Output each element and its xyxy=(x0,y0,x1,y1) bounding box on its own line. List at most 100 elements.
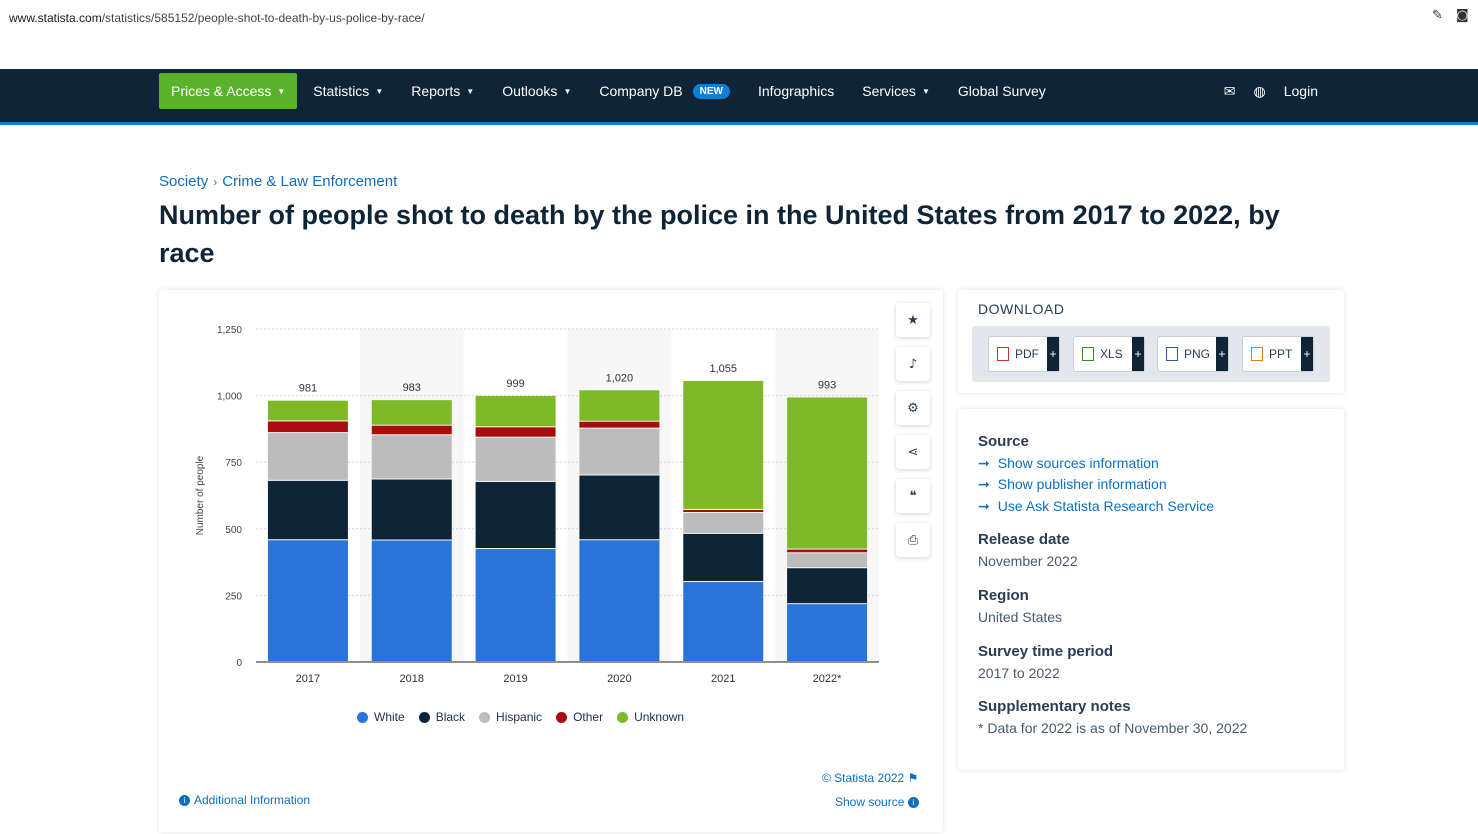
url-text[interactable]: www.statista.com/statistics/585152/peopl… xyxy=(9,11,425,25)
download-xls-button[interactable]: XLS + xyxy=(1073,336,1145,372)
legend-dot xyxy=(357,711,368,723)
bar-segment-unknown xyxy=(475,395,556,427)
caret-down-icon: ▼ xyxy=(375,86,384,96)
release-date-value: November 2022 xyxy=(978,553,1078,569)
nav-global-survey[interactable]: Global Survey xyxy=(958,73,1046,109)
total-data-label: 999 xyxy=(506,378,524,390)
link-text: Use Ask Statista Research Service xyxy=(997,498,1215,514)
nav-statistics[interactable]: Statistics ▼ xyxy=(313,73,383,109)
show-sources-link[interactable]: ➞ Show sources information xyxy=(978,455,1159,472)
plus-icon: + xyxy=(1216,337,1228,371)
mail-icon[interactable]: ✉ xyxy=(1223,82,1236,99)
share-icon: ⋖ xyxy=(907,444,919,460)
legend-label: Black xyxy=(435,710,466,724)
legend-label: Unknown xyxy=(634,710,685,724)
bar-segment-other xyxy=(475,427,556,437)
additional-information-link[interactable]: i Additional Information xyxy=(179,793,310,807)
xls-file-icon xyxy=(1082,347,1094,361)
bell-icon: ♪ xyxy=(908,356,918,372)
bar-segment-hispanic xyxy=(267,433,348,480)
download-png-button[interactable]: PNG + xyxy=(1157,336,1229,372)
bar-segment-hispanic xyxy=(371,435,452,479)
bar-segment-unknown xyxy=(579,390,660,421)
bar-segment-unknown xyxy=(267,400,348,421)
y-tick-label: 1,250 xyxy=(217,325,242,336)
bar-segment-hispanic xyxy=(787,553,868,568)
legend-label: Other xyxy=(573,710,604,724)
download-card: DOWNLOAD PDF + XLS + PNG + PPT + xyxy=(958,290,1344,393)
plus-icon: + xyxy=(1132,337,1144,371)
notification-button[interactable]: ♪ xyxy=(896,347,930,381)
download-bar: PDF + XLS + PNG + PPT + xyxy=(972,326,1330,382)
chart-legend: White Black Hispanic Other Unknown xyxy=(357,710,684,724)
bar-segment-black xyxy=(579,475,660,540)
legend-item-unknown[interactable]: Unknown xyxy=(617,710,684,724)
x-tick-label: 2020 xyxy=(607,673,631,685)
url-path: /statistics/585152/people-shot-to-death-… xyxy=(101,11,425,25)
nav-label: Statistics xyxy=(313,83,370,99)
ask-statista-link[interactable]: ➞ Use Ask Statista Research Service xyxy=(978,498,1214,515)
legend-label: Hispanic xyxy=(496,710,543,724)
png-file-icon xyxy=(1166,347,1178,361)
nav-prices-access[interactable]: Prices & Access ▼ xyxy=(159,73,298,109)
bar-segment-white xyxy=(787,604,868,661)
bar-segment-hispanic xyxy=(475,437,556,481)
camera-icon[interactable]: ◙ xyxy=(1456,8,1469,23)
gear-icon: ⚙ xyxy=(907,400,919,416)
legend-dot xyxy=(418,711,430,723)
nav-company-db[interactable]: Company DB NEW xyxy=(599,73,730,109)
supplementary-notes-value: * Data for 2022 is as of November 30, 20… xyxy=(978,720,1248,736)
y-axis-label: Number of people xyxy=(195,455,206,535)
share-button[interactable]: ⋖ xyxy=(896,435,930,469)
quote-icon: ❝ xyxy=(909,488,917,504)
login-link[interactable]: Login xyxy=(1283,83,1318,99)
arrow-right-icon: ➞ xyxy=(978,498,990,514)
nav-label: Reports xyxy=(411,83,461,99)
total-data-label: 1,055 xyxy=(709,363,737,375)
edit-icon[interactable]: ✎ xyxy=(1432,8,1443,23)
survey-period-heading: Survey time period xyxy=(978,643,1114,660)
nav-reports[interactable]: Reports ▼ xyxy=(411,73,474,109)
bar-segment-black xyxy=(371,479,452,540)
bar-segment-white xyxy=(267,540,348,661)
bar-segment-black xyxy=(787,568,868,604)
show-source-link[interactable]: Show source i xyxy=(835,795,923,809)
statistic-details-card: Source ➞ Show sources information ➞ Show p… xyxy=(958,409,1344,770)
legend-item-hispanic[interactable]: Hispanic xyxy=(479,710,542,724)
nav-infographics[interactable]: Infographics xyxy=(758,73,834,109)
download-ppt-button[interactable]: PPT + xyxy=(1242,336,1314,372)
legend-dot xyxy=(479,711,491,723)
total-data-label: 983 xyxy=(403,382,421,394)
release-date-heading: Release date xyxy=(978,531,1070,548)
supplementary-notes-heading: Supplementary notes xyxy=(978,698,1131,715)
legend-item-white[interactable]: White xyxy=(357,710,405,724)
legend-item-black[interactable]: Black xyxy=(418,710,466,724)
nav-outlooks[interactable]: Outlooks ▼ xyxy=(502,73,571,109)
print-button[interactable]: ⎙ xyxy=(896,523,930,557)
breadcrumb-crime-law[interactable]: Crime & Law Enforcement xyxy=(222,173,398,190)
ppt-file-icon xyxy=(1251,347,1263,361)
additional-info-text: Additional Information xyxy=(194,793,311,807)
settings-button[interactable]: ⚙ xyxy=(896,391,930,425)
download-pdf-button[interactable]: PDF + xyxy=(988,336,1060,372)
globe-icon[interactable]: ◍ xyxy=(1253,82,1266,99)
bar-segment-white xyxy=(579,540,660,661)
link-text: Show publisher information xyxy=(997,476,1167,492)
region-value: United States xyxy=(978,609,1063,625)
stacked-bar-chart: 0 250 500 750 1,000 1,250 Number of people 981 2… xyxy=(195,325,879,685)
bar-segment-hispanic xyxy=(579,428,660,475)
main-navigation: Prices & Access ▼ Statistics ▼ Reports ▼ Ou… xyxy=(0,69,1478,125)
bar-segment-other xyxy=(683,509,764,513)
cite-button[interactable]: ❝ xyxy=(896,479,930,513)
download-title: DOWNLOAD xyxy=(978,301,1065,317)
url-host: www.statista.com xyxy=(9,11,102,25)
favorite-button[interactable]: ★ xyxy=(896,303,930,337)
bar-segment-black xyxy=(267,480,348,540)
arrow-right-icon: ➞ xyxy=(978,455,990,471)
nav-services[interactable]: Services ▼ xyxy=(862,73,930,109)
show-publisher-link[interactable]: ➞ Show publisher information xyxy=(978,476,1167,493)
legend-item-other[interactable]: Other xyxy=(556,710,603,724)
breadcrumb-society[interactable]: Society xyxy=(159,173,209,190)
statista-copyright-link[interactable]: © Statista 2022 ⚑ xyxy=(822,771,918,785)
browser-url-bar[interactable]: www.statista.com/statistics/585152/peopl… xyxy=(0,0,1478,40)
